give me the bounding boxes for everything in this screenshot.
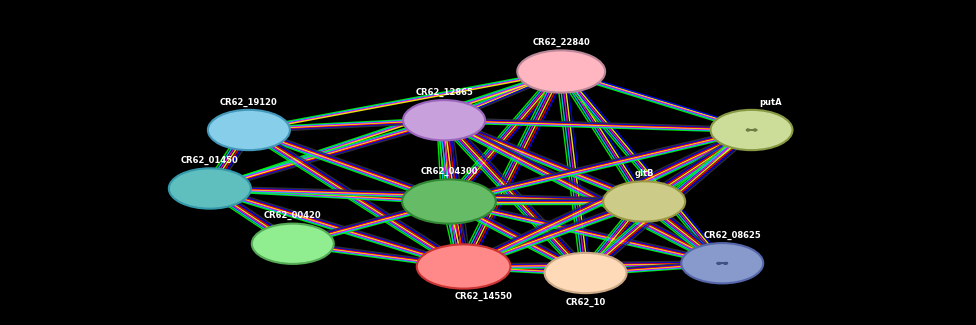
Ellipse shape xyxy=(417,244,510,289)
Text: gltB: gltB xyxy=(634,169,654,178)
Ellipse shape xyxy=(403,100,485,140)
Ellipse shape xyxy=(681,243,763,283)
Text: CR62_01450: CR62_01450 xyxy=(181,156,239,165)
Text: CR62_00420: CR62_00420 xyxy=(264,211,322,220)
Text: putA: putA xyxy=(759,98,783,107)
Text: CR62_14550: CR62_14550 xyxy=(454,292,512,301)
Ellipse shape xyxy=(603,181,685,222)
Ellipse shape xyxy=(169,168,251,209)
Text: CR62_12865: CR62_12865 xyxy=(415,88,473,97)
Ellipse shape xyxy=(711,110,793,150)
Text: CR62_22840: CR62_22840 xyxy=(532,38,590,47)
Ellipse shape xyxy=(545,253,627,293)
Ellipse shape xyxy=(517,50,605,93)
Ellipse shape xyxy=(402,179,496,224)
Text: CR62_19120: CR62_19120 xyxy=(220,98,278,107)
Ellipse shape xyxy=(252,224,334,264)
Text: CR62_04300: CR62_04300 xyxy=(421,167,477,176)
Text: CR62_10: CR62_10 xyxy=(565,297,606,306)
Text: CR62_08625: CR62_08625 xyxy=(703,231,761,240)
Ellipse shape xyxy=(208,110,290,150)
